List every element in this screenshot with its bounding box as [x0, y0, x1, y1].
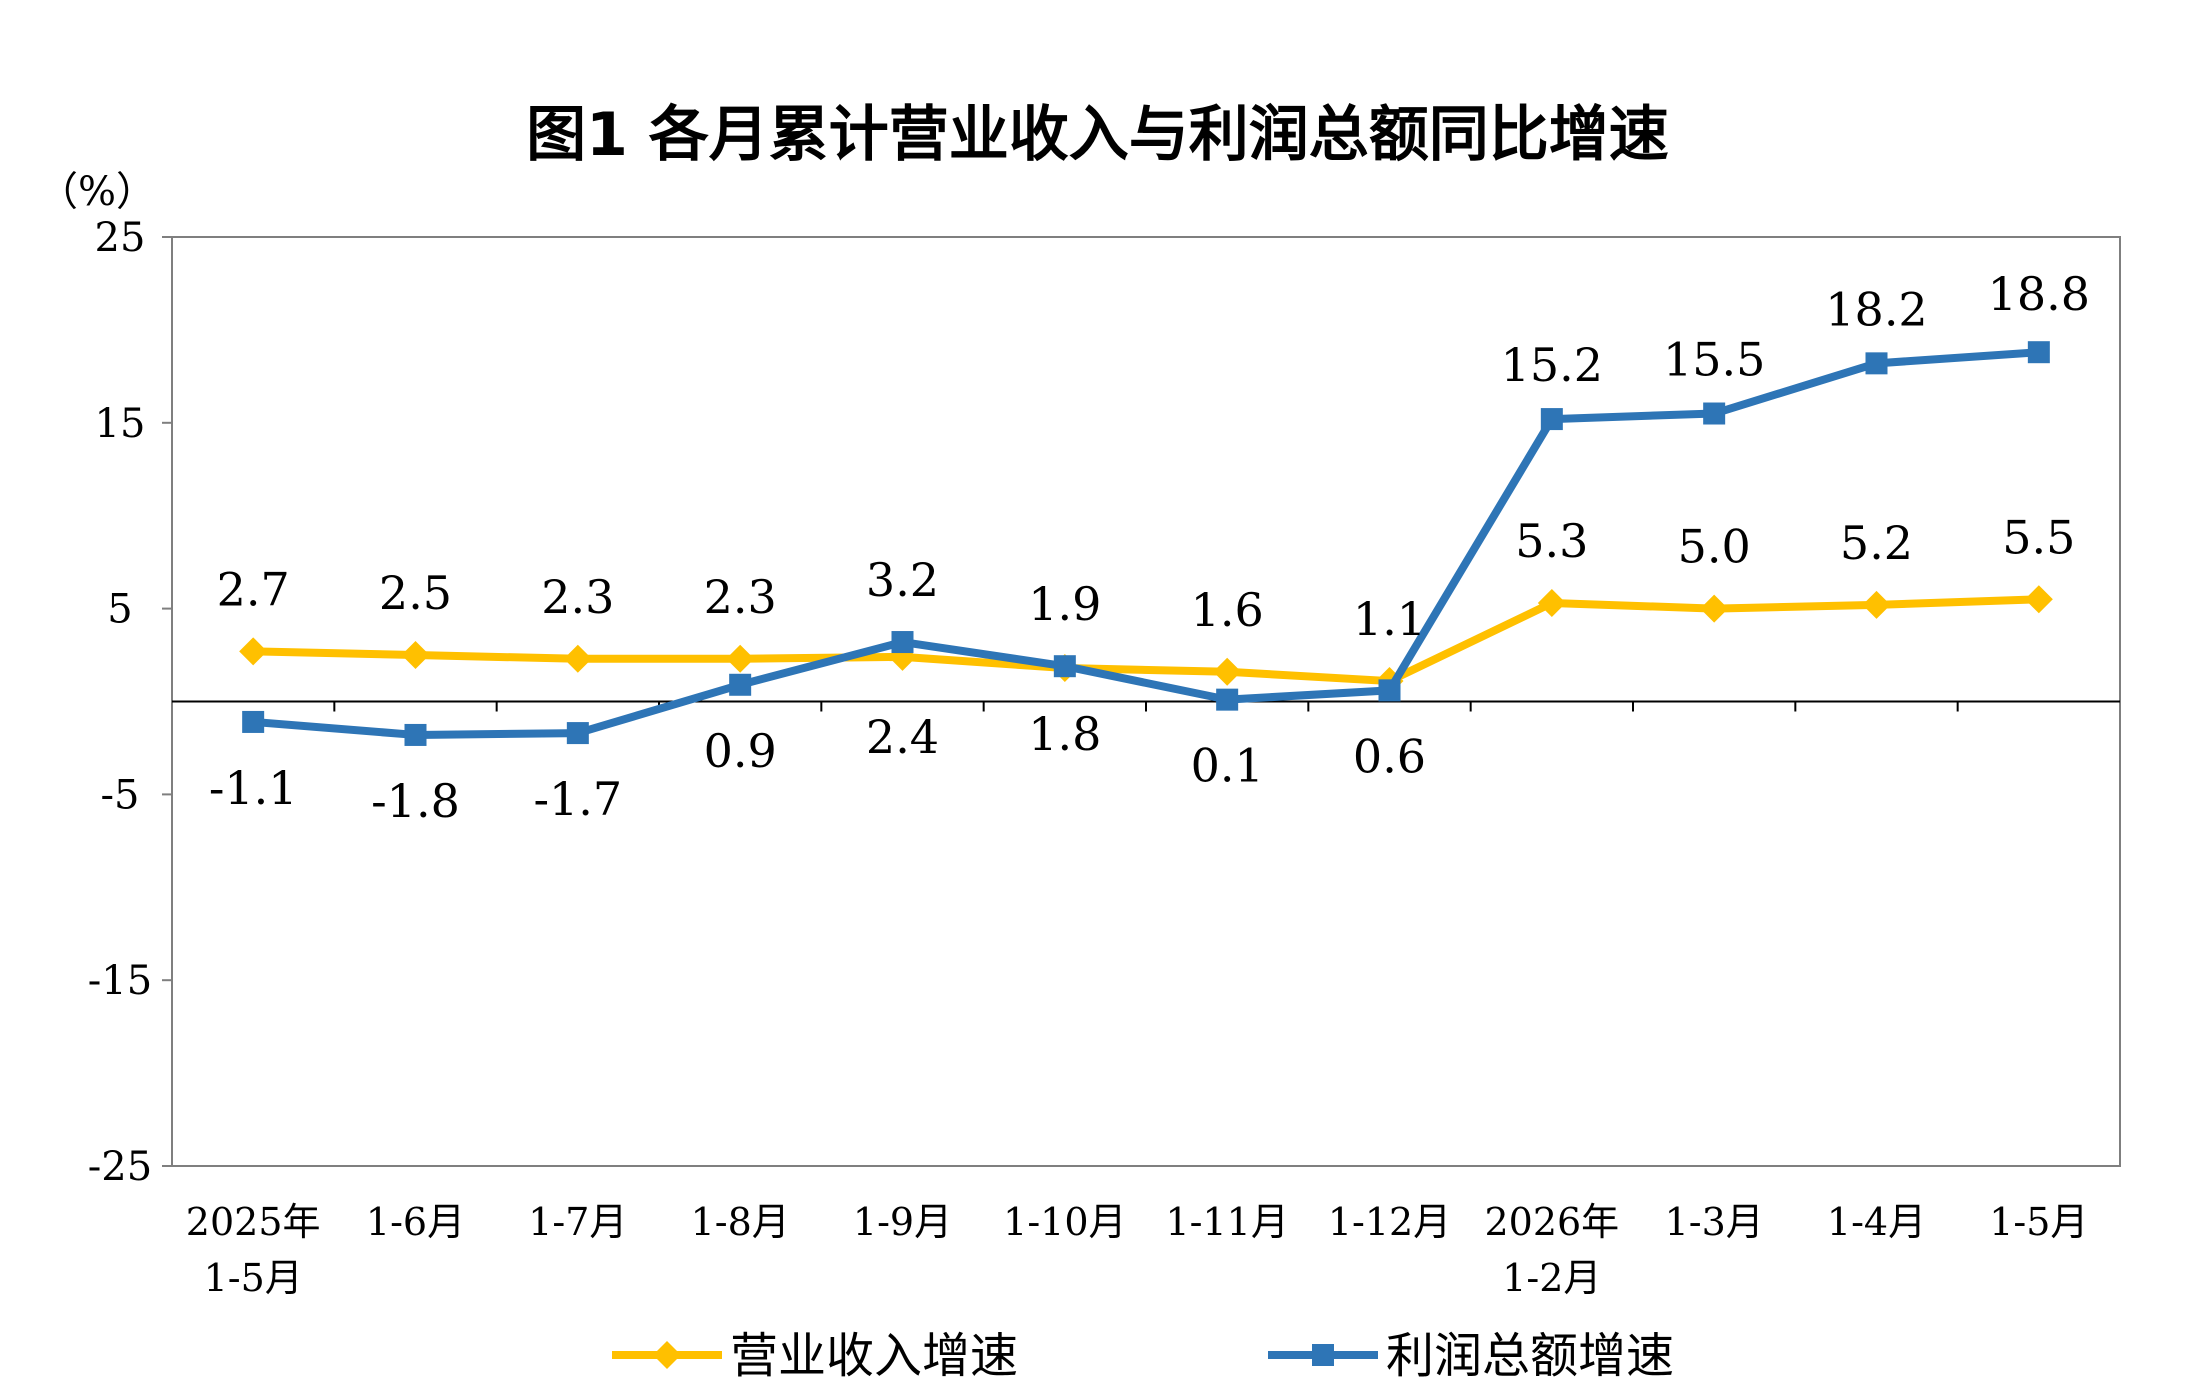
revenue-data-label: 2.4 — [866, 710, 939, 764]
revenue-data-label: 5.3 — [1515, 514, 1588, 568]
x-tick-label: 1-11月 — [1165, 1200, 1288, 1244]
x-tick-label: 1-9月 — [853, 1200, 952, 1244]
profit-data-label: 0.6 — [1353, 729, 1426, 783]
legend-diamond-icon — [653, 1341, 681, 1369]
revenue-data-label: 5.2 — [1840, 516, 1913, 570]
profit-data-label: -1.1 — [209, 761, 298, 815]
y-axis: 25 15 5 -5 -15 -25 — [88, 215, 172, 1190]
revenue-data-label: 5.0 — [1678, 520, 1751, 574]
revenue-data-label: 5.5 — [2002, 510, 2075, 564]
revenue-data-label: 1.6 — [1191, 583, 1264, 637]
x-tick-label: 1-12月 — [1328, 1200, 1451, 1244]
y-tick-label: -5 — [101, 772, 140, 818]
profit-point-marker — [1865, 352, 1888, 375]
x-tick-label: 1-7月 — [528, 1200, 627, 1244]
profit-data-label: 0.9 — [704, 724, 777, 778]
series-line-revenue — [253, 595, 2039, 686]
x-tick-label: 1-5月 — [204, 1256, 303, 1300]
profit-point-marker — [1703, 402, 1726, 425]
profit-point-marker — [2027, 341, 2050, 364]
legend-label: 利润总额增速 — [1386, 1328, 1674, 1384]
series-layer — [239, 341, 2053, 746]
revenue-data-label: 2.5 — [379, 566, 452, 620]
profit-data-label: 3.2 — [866, 553, 939, 607]
revenue-point-marker — [1700, 594, 1729, 623]
series-line-profit — [252, 348, 2040, 739]
revenue-data-label: 2.3 — [704, 570, 777, 624]
legend-square-icon — [1312, 1344, 1334, 1366]
profit-data-label: 0.1 — [1191, 739, 1264, 793]
x-tick-label: 1-3月 — [1665, 1200, 1764, 1244]
y-tick-label: 5 — [107, 587, 132, 633]
revenue-data-label: 2.3 — [541, 570, 614, 624]
x-tick-label: 1-8月 — [691, 1200, 790, 1244]
y-tick-label: 15 — [95, 401, 146, 447]
revenue-point-marker — [2024, 585, 2053, 614]
revenue-point-marker — [1862, 590, 1891, 619]
revenue-data-label: 2.7 — [217, 562, 290, 616]
legend: 营业收入增速 利润总额增速 — [612, 1328, 1674, 1384]
profit-data-label: 18.2 — [1825, 282, 1927, 336]
profit-data-label: 18.8 — [1988, 267, 2090, 321]
profit-data-label: 15.2 — [1501, 338, 1603, 392]
revenue-data-label: 1.8 — [1028, 707, 1101, 761]
revenue-data-label: 1.1 — [1353, 592, 1426, 646]
legend-label: 营业收入增速 — [730, 1328, 1018, 1384]
x-tick-label: 1-5月 — [1989, 1200, 2088, 1244]
profit-point-marker — [729, 673, 752, 696]
profit-point-marker — [891, 631, 914, 654]
revenue-point-marker — [239, 637, 268, 666]
chart-title: 图1 各月累计营业收入与利润总额同比增速 — [526, 100, 1669, 170]
profit-point-marker — [1053, 655, 1076, 678]
y-tick-label: -15 — [88, 958, 152, 1004]
profit-data-label: -1.7 — [533, 772, 622, 826]
x-axis: 2025年 1-5月 1-6月 1-7月 1-8月 1-9月 1-10月 1-11月 1-12月… — [172, 700, 2120, 1300]
revenue-point-marker — [401, 641, 430, 670]
data-labels: 2.7 2.5 2.3 2.3 2.4 1.8 1.6 1.1 5.3 5.0 5.2 5.5 -1.1… — [209, 267, 2090, 828]
profit-point-marker — [404, 723, 427, 746]
revenue-point-marker — [1537, 589, 1566, 618]
profit-data-label: 15.5 — [1663, 333, 1765, 387]
x-tick-label: 2026年 — [1484, 1200, 1619, 1244]
x-tick-label: 1-4月 — [1827, 1200, 1926, 1244]
y-tick-label: 25 — [95, 215, 146, 261]
y-tick-label: -25 — [88, 1144, 152, 1190]
profit-point-marker — [242, 710, 265, 733]
revenue-point-marker — [1213, 657, 1242, 686]
x-tick-label: 1-2月 — [1502, 1256, 1601, 1300]
x-tick-label: 1-10月 — [1003, 1200, 1126, 1244]
x-tick-label: 1-6月 — [366, 1200, 465, 1244]
revenue-point-marker — [726, 644, 755, 673]
profit-point-marker — [1540, 408, 1563, 431]
profit-data-label: -1.8 — [371, 774, 460, 828]
profit-point-marker — [566, 722, 589, 745]
profit-point-marker — [1216, 688, 1239, 711]
profit-data-label: 1.9 — [1028, 577, 1101, 631]
x-tick-label: 2025年 — [186, 1200, 321, 1244]
y-axis-unit-label: （%） — [38, 169, 156, 215]
revenue-point-marker — [563, 644, 592, 673]
profit-point-marker — [1378, 679, 1401, 702]
